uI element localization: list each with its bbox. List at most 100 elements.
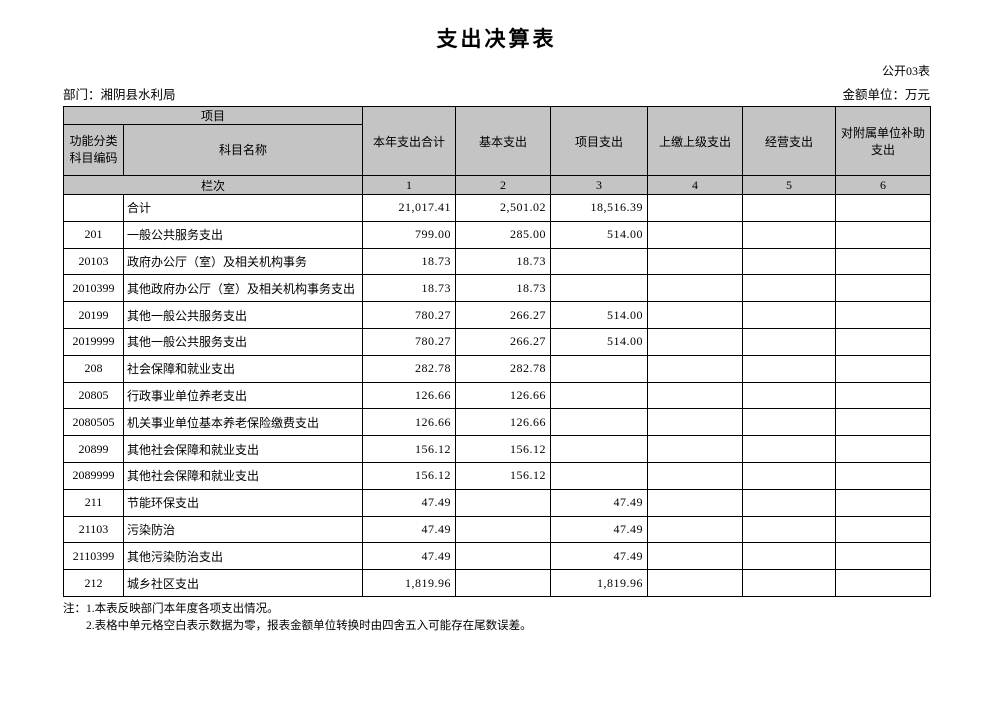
value-cell (647, 461, 744, 490)
subject-name-cell: 一般公共服务支出 (122, 220, 364, 249)
value-cell (742, 220, 837, 249)
subject-name-cell: 社会保障和就业支出 (122, 354, 364, 383)
column-index-4: 4 (647, 175, 744, 195)
subject-name-cell: 城乡社区支出 (122, 569, 364, 597)
value-cell: 18.73 (455, 247, 552, 276)
value-cell (742, 194, 837, 222)
header-basic-expenditure: 基本支出 (455, 106, 552, 176)
value-cell: 18.73 (362, 274, 457, 303)
table-row: 201 一般公共服务支出 799.00 285.00 514.00 (63, 220, 932, 249)
value-cell (835, 488, 932, 517)
subject-name-cell: 其他社会保障和就业支出 (122, 461, 364, 490)
column-index-1: 1 (362, 175, 457, 195)
subject-name-cell: 其他政府办公厅（室）及相关机构事务支出 (122, 274, 364, 303)
value-cell (835, 381, 932, 410)
function-code-cell: 21103 (63, 515, 124, 544)
function-code-cell: 2110399 (63, 542, 124, 571)
value-cell: 514.00 (550, 220, 649, 249)
function-code-cell (63, 194, 124, 222)
value-cell: 780.27 (362, 327, 457, 356)
header-project: 项目 (62, 106, 364, 125)
value-cell (550, 274, 649, 303)
subject-name-cell: 机关事业单位基本养老保险缴费支出 (122, 408, 364, 437)
header-row-project: 项目 本年支出合计 基本支出 项目支出 上缴上级支出 经营支出 对附属单位补助支… (62, 106, 932, 176)
value-cell (647, 542, 744, 571)
table-row: 211 节能环保支出 47.49 47.49 (63, 488, 932, 517)
value-cell: 18.73 (362, 247, 457, 276)
value-cell (742, 488, 837, 517)
column-index-3: 3 (550, 175, 649, 195)
value-cell (550, 408, 649, 437)
value-cell (550, 435, 649, 463)
value-cell (742, 515, 837, 544)
value-cell (835, 274, 932, 303)
value-cell: 266.27 (455, 327, 552, 356)
table-row: 2089999 其他社会保障和就业支出 156.12 156.12 (63, 461, 932, 490)
table-row: 合计 21,017.41 2,501.02 18,516.39 (63, 194, 932, 222)
value-cell (835, 515, 932, 544)
subject-name-cell: 合计 (122, 194, 364, 222)
value-cell: 514.00 (550, 327, 649, 356)
value-cell: 156.12 (362, 461, 457, 490)
value-cell: 2,501.02 (455, 194, 552, 222)
header-lanci: 栏次 (62, 175, 364, 195)
function-code-cell: 20199 (63, 301, 124, 329)
value-cell: 156.12 (455, 435, 552, 463)
value-cell (647, 220, 744, 249)
table-row: 2010399 其他政府办公厅（室）及相关机构事务支出 18.73 18.73 (63, 274, 932, 303)
value-cell: 514.00 (550, 301, 649, 329)
function-code-cell: 2019999 (63, 327, 124, 356)
value-cell (835, 194, 932, 222)
header-project-expenditure: 项目支出 (550, 106, 649, 176)
table-row: 208 社会保障和就业支出 282.78 282.78 (63, 354, 932, 383)
department-label: 部门：湘阴县水利局 (63, 88, 176, 102)
value-cell (835, 461, 932, 490)
function-code-cell: 211 (63, 488, 124, 517)
value-cell: 126.66 (455, 381, 552, 410)
header-row-column-index: 栏次 1 2 3 4 5 6 (62, 175, 932, 195)
value-cell: 47.49 (550, 542, 649, 571)
value-cell (647, 194, 744, 222)
header-subsidy-expenditure: 对附属单位补助支出 (835, 106, 932, 176)
table-row: 20199 其他一般公共服务支出 780.27 266.27 514.00 (63, 301, 932, 329)
subject-name-cell: 其他污染防治支出 (122, 542, 364, 571)
header-row-subject: 功能分类科目编码 科目名称 (63, 124, 931, 176)
header-function-code: 功能分类科目编码 (63, 124, 124, 176)
value-cell: 126.66 (455, 408, 552, 437)
value-cell: 156.12 (455, 461, 552, 490)
column-index-6: 6 (835, 175, 932, 195)
form-number-label: 公开03表 (881, 64, 930, 78)
value-cell (550, 461, 649, 490)
value-cell (647, 354, 744, 383)
subject-name-cell: 政府办公厅（室）及相关机构事务 (122, 247, 364, 276)
table-row: 2019999 其他一般公共服务支出 780.27 266.27 514.00 (63, 327, 932, 356)
subject-name-cell: 其他社会保障和就业支出 (122, 435, 364, 463)
value-cell: 266.27 (455, 301, 552, 329)
header-subject-name: 科目名称 (122, 124, 364, 176)
header-upper-level-expenditure: 上缴上级支出 (647, 106, 744, 176)
function-code-cell: 2080505 (63, 408, 124, 437)
header-total-expenditure: 本年支出合计 (362, 106, 457, 176)
value-cell: 18,516.39 (550, 194, 649, 222)
value-cell: 47.49 (362, 542, 457, 571)
value-cell: 156.12 (362, 435, 457, 463)
table-row: 20899 其他社会保障和就业支出 156.12 156.12 (63, 435, 932, 463)
value-cell (835, 408, 932, 437)
column-index-5: 5 (742, 175, 837, 195)
value-cell (647, 381, 744, 410)
value-cell: 47.49 (362, 488, 457, 517)
value-cell (742, 381, 837, 410)
table-row: 2080505 机关事业单位基本养老保险缴费支出 126.66 126.66 (63, 408, 932, 437)
subject-name-cell: 行政事业单位养老支出 (122, 381, 364, 410)
value-cell: 18.73 (455, 274, 552, 303)
value-cell (647, 327, 744, 356)
report-page: 支出决算表 公开03表 部门：湘阴县水利局 金额单位：万元 项目 本年支出合计 … (62, 27, 932, 632)
value-cell (742, 247, 837, 276)
unit-label: 金额单位：万元 (842, 88, 930, 102)
value-cell (835, 569, 932, 597)
value-cell (647, 274, 744, 303)
subject-name-cell: 污染防治 (122, 515, 364, 544)
table-row: 20103 政府办公厅（室）及相关机构事务 18.73 18.73 (63, 247, 932, 276)
value-cell: 47.49 (550, 515, 649, 544)
subject-name-cell: 其他一般公共服务支出 (122, 327, 364, 356)
